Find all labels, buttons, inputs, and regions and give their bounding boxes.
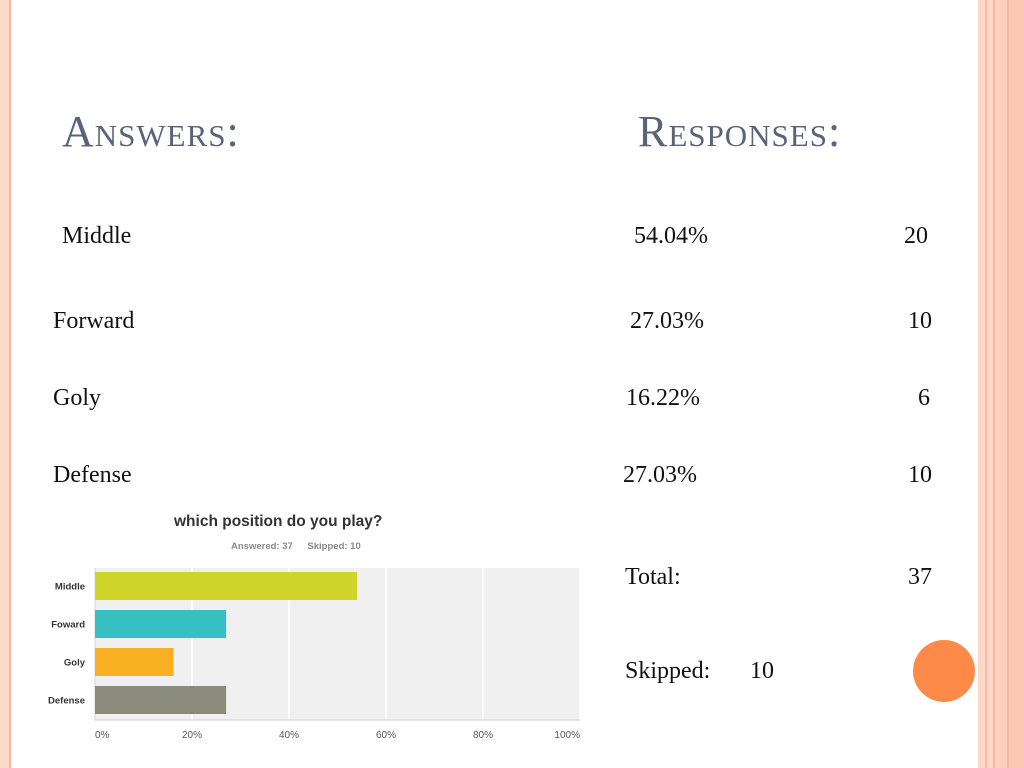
total-value: 37	[908, 564, 932, 590]
skipped-value: 10	[750, 658, 774, 684]
answer-percent: 54.04%	[634, 223, 708, 249]
orange-circle-decoration	[913, 640, 975, 702]
answer-count: 20	[904, 223, 928, 249]
x-tick-label: 80%	[473, 730, 493, 741]
x-tick-label: 100%	[554, 730, 580, 741]
answers-heading: Answers:	[62, 107, 240, 156]
answer-count: 10	[908, 308, 932, 334]
left-border-line	[9, 0, 11, 768]
answer-percent: 27.03%	[630, 308, 704, 334]
category-label: Foward	[51, 620, 85, 631]
category-label: Middle	[55, 582, 85, 593]
x-tick-label: 20%	[182, 730, 202, 741]
category-label: Defense	[48, 696, 85, 707]
answer-percent: 27.03%	[623, 462, 697, 488]
bar-middle	[95, 572, 358, 600]
responses-heading: Responses:	[638, 107, 842, 156]
bar-goly	[95, 648, 174, 676]
chart-title: which position do you play?	[174, 513, 383, 530]
bar-foward	[95, 610, 227, 638]
chart-subtitle: Answered: 37 Skipped: 10	[231, 541, 361, 552]
answer-label: Defense	[53, 462, 132, 488]
x-tick-label: 0%	[95, 730, 110, 741]
total-label: Total:	[625, 564, 681, 590]
answer-count: 6	[918, 385, 930, 411]
left-border-bar	[0, 0, 9, 768]
answered-count: Answered: 37	[231, 541, 293, 552]
answer-percent: 16.22%	[626, 385, 700, 411]
right-border-stripes	[978, 0, 1024, 768]
bar-defense	[95, 686, 227, 714]
x-tick-label: 60%	[376, 730, 396, 741]
answer-label: Middle	[62, 223, 132, 249]
category-label: Goly	[64, 658, 86, 669]
answer-count: 10	[908, 462, 932, 488]
skipped-label: Skipped:	[625, 658, 711, 684]
answer-label: Forward	[53, 308, 135, 334]
skipped-count: Skipped: 10	[307, 541, 361, 552]
answer-label: Goly	[53, 385, 101, 411]
x-tick-label: 40%	[279, 730, 299, 741]
